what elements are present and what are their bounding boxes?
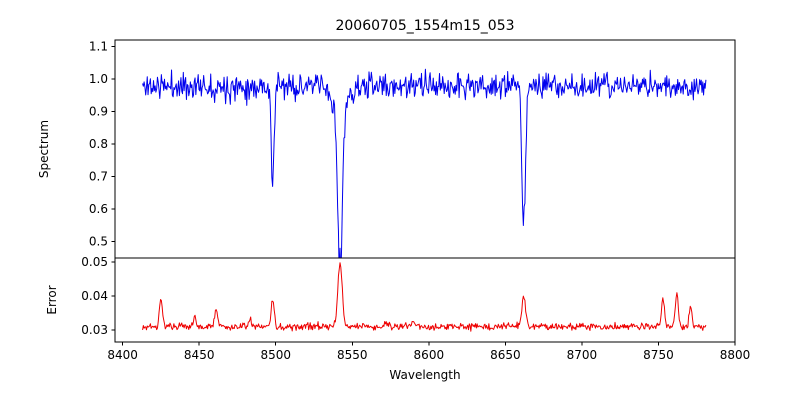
y-tick-label: 1.1 — [89, 40, 108, 54]
x-tick-label: 8700 — [567, 348, 598, 362]
y-tick-label: 0.04 — [81, 289, 108, 303]
x-tick-label: 8800 — [720, 348, 751, 362]
y-tick-label: 0.03 — [81, 323, 108, 337]
x-tick-label: 8500 — [260, 348, 291, 362]
y-tick-label: 1.0 — [89, 72, 108, 86]
x-tick-label: 8450 — [184, 348, 215, 362]
x-axis-label: Wavelength — [389, 368, 460, 382]
y-tick-label: 0.5 — [89, 235, 108, 249]
x-tick-label: 8650 — [490, 348, 521, 362]
x-tick-label: 8600 — [414, 348, 445, 362]
y-axis-label-error: Error — [45, 285, 59, 314]
chart-title: 20060705_1554m15_053 — [335, 18, 514, 34]
series-layer — [142, 68, 707, 332]
y-tick-label: 0.8 — [89, 137, 108, 151]
error-line — [142, 262, 707, 332]
x-tick-label: 8750 — [643, 348, 674, 362]
spectrum-line — [142, 68, 707, 258]
y-tick-label: 0.6 — [89, 202, 108, 216]
y-tick-label: 0.05 — [81, 255, 108, 269]
y-axis-label-spectrum: Spectrum — [37, 120, 51, 178]
y-tick-label: 0.7 — [89, 170, 108, 184]
x-tick-label: 8550 — [337, 348, 368, 362]
y-tick-label: 0.9 — [89, 105, 108, 119]
axes-layer: 8400 8450 8500 8550 8600 8650 8700 8750 8800 0.5 0… — [81, 39, 751, 362]
panel-border — [114, 257, 736, 343]
x-tick-label: 8400 — [107, 348, 138, 362]
